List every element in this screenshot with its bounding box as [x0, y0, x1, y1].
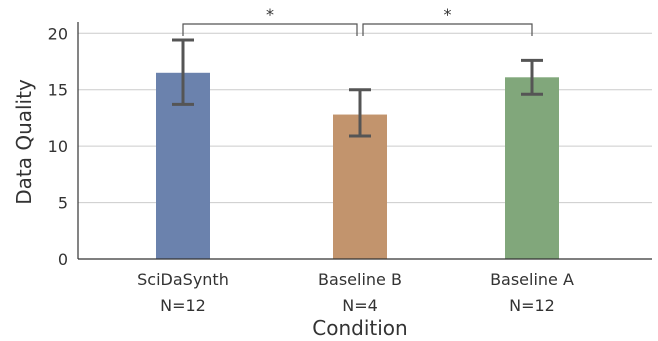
x-category-count-label: N=4: [342, 296, 378, 315]
axes: [77, 22, 652, 260]
y-tick-label: 0: [58, 250, 68, 269]
x-category-label: Baseline B: [318, 270, 402, 289]
x-category-label: SciDaSynth: [137, 270, 229, 289]
y-tick-labels: 0 5 10 15 20: [48, 24, 68, 269]
significance-label: *: [266, 5, 274, 24]
x-category-label: Baseline A: [490, 270, 574, 289]
x-category-count-label: N=12: [509, 296, 555, 315]
significance-bracket: [182, 23, 358, 36]
x-category-count-label: N=12: [160, 296, 206, 315]
bar: [505, 77, 559, 259]
significance-bracket: [362, 23, 533, 36]
y-tick-label: 15: [48, 81, 68, 100]
x-category-labels: SciDaSynth N=12 Baseline B N=4 Baseline A N=1…: [137, 270, 574, 315]
error-bars: [172, 38, 543, 138]
significance-label: *: [444, 5, 452, 24]
bar: [333, 114, 387, 260]
x-axis-title: Condition: [312, 316, 407, 340]
y-tick-label: 10: [48, 137, 68, 156]
bars: [156, 72, 559, 260]
y-tick-label: 20: [48, 24, 68, 43]
y-axis-title: Data Quality: [12, 79, 36, 205]
significance-brackets: * *: [182, 5, 533, 36]
y-tick-label: 5: [58, 194, 68, 213]
